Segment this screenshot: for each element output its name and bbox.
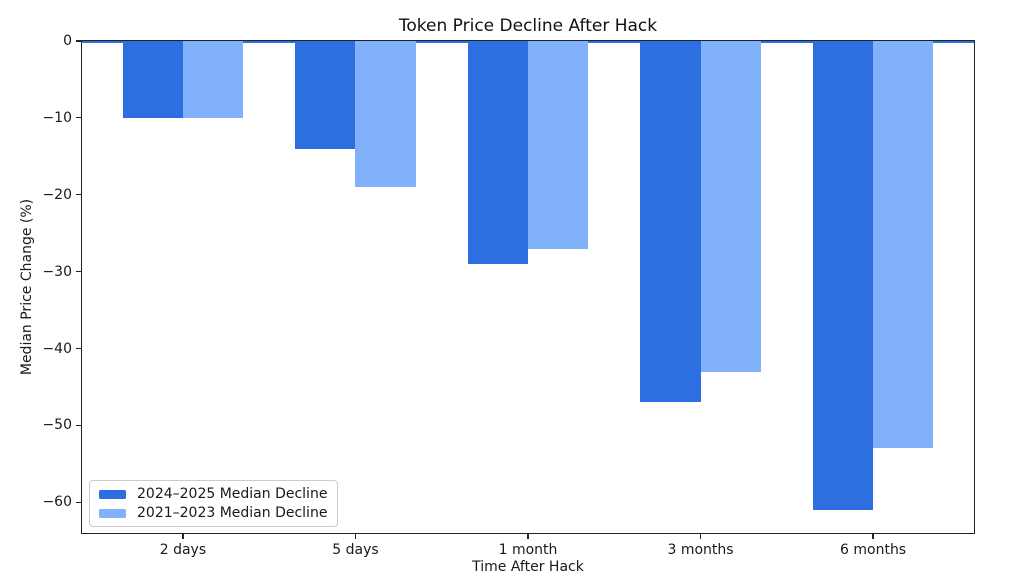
x-tick-label: 5 days (332, 542, 379, 558)
x-tick-label: 3 months (667, 542, 734, 558)
y-tick-mark (76, 117, 81, 119)
bar-s1-c2 (528, 41, 589, 249)
legend-item: 2024–2025 Median Decline (99, 486, 327, 502)
y-tick-label: −50 (42, 417, 72, 434)
x-tick-mark (527, 534, 529, 539)
y-tick-label: −30 (42, 263, 72, 280)
x-tick-mark (354, 534, 357, 539)
chart-title: Token Price Decline After Hack (398, 16, 658, 36)
y-tick-label: −20 (42, 186, 72, 203)
legend-label-series-0: 2024–2025 Median Decline (137, 486, 328, 502)
bar-s0-c1 (295, 41, 356, 149)
x-tick-label: 6 months (840, 542, 907, 558)
bar-s1-c4 (873, 41, 934, 449)
legend-swatch-series-0 (99, 489, 126, 499)
legend-swatch-series-1 (99, 508, 126, 518)
bar-s0-c3 (640, 41, 701, 403)
y-tick-label: −60 (42, 494, 72, 511)
x-tick-mark (182, 534, 184, 539)
y-tick-mark (76, 424, 81, 426)
bar-s1-c1 (355, 41, 416, 188)
y-tick-mark (76, 271, 81, 273)
y-tick-label: −10 (42, 109, 72, 126)
bar-s0-c0 (122, 41, 183, 118)
x-tick-mark (872, 534, 874, 539)
bar-s0-c4 (812, 41, 874, 510)
legend: 2024–2025 Median Decline 2021–2023 Media… (89, 480, 339, 527)
x-axis-label: Time After Hack (472, 559, 584, 575)
x-tick-label: 2 days (159, 542, 207, 558)
y-tick-mark (76, 347, 81, 350)
y-tick-mark (76, 40, 81, 42)
y-tick-label: −40 (42, 340, 72, 357)
bar-s1-c0 (182, 41, 244, 118)
legend-item: 2021–2023 Median Decline (99, 505, 327, 521)
bar-s1-c3 (700, 41, 761, 372)
plot-area: 2 days 5 days 1 month 3 months 6 months 0 −10 −… (42, 33, 975, 558)
legend-label-series-1: 2021–2023 Median Decline (137, 505, 328, 521)
y-tick-mark (76, 501, 81, 503)
bar-s0-c2 (467, 41, 528, 264)
y-tick-label: 0 (63, 33, 72, 49)
y-tick-mark (76, 194, 81, 196)
x-tick-label: 1 month (498, 542, 558, 558)
x-tick-mark (699, 534, 702, 539)
